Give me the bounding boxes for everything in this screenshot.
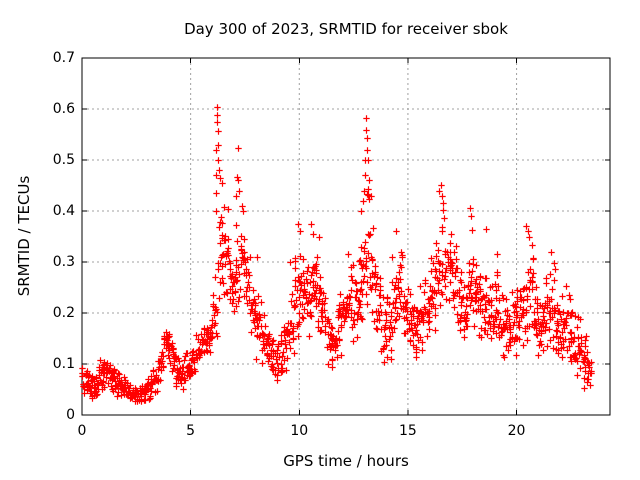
- y-tick-label: 0.7: [52, 50, 75, 66]
- y-tick-label: 0.3: [52, 254, 75, 270]
- x-tick-label: 0: [77, 423, 87, 439]
- x-tick-label: 20: [507, 423, 526, 439]
- x-tick-label: 15: [399, 423, 417, 439]
- scatter-series: [79, 104, 595, 405]
- x-axis-title: GPS time / hours: [283, 452, 409, 470]
- plot-border: [81, 57, 611, 416]
- y-tick-label: 0.5: [52, 152, 75, 168]
- y-axis-title: SRMTID / TECUs: [15, 175, 33, 297]
- chart-title: Day 300 of 2023, SRMTID for receiver sbo…: [184, 20, 508, 38]
- y-tick-label: 0.1: [52, 356, 75, 372]
- y-tick-label: 0.6: [52, 101, 75, 117]
- x-tick-label: 10: [290, 423, 309, 439]
- y-tick-label: 0.2: [52, 305, 75, 321]
- x-tick-label: 5: [186, 423, 196, 439]
- y-tick-label: 0: [66, 407, 75, 423]
- y-tick-label: 0.4: [52, 203, 75, 219]
